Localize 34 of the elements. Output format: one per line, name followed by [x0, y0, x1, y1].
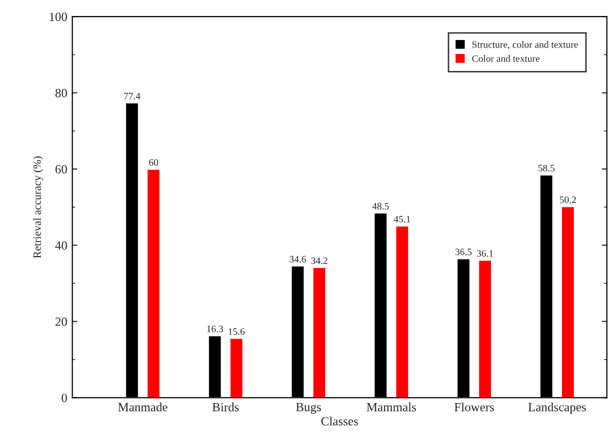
y-tick-label: 80 [55, 88, 67, 98]
bar [560, 206, 576, 398]
y-tick-label: 60 [56, 165, 67, 174]
y-tick-label: 100 [50, 12, 67, 22]
bar [394, 225, 410, 398]
legend-label: Structure, color and texture [472, 41, 578, 50]
y-tick-label: 20 [56, 317, 67, 326]
data-label: 16.3 [207, 326, 224, 332]
x-tick-label: Birds [212, 402, 239, 412]
x-tick-label: Mammals [366, 402, 416, 412]
data-label: 45.1 [394, 216, 410, 222]
x-tick-label: Landscapes [528, 402, 586, 414]
data-label: 48.5 [372, 202, 389, 210]
data-label: 34.6 [290, 256, 306, 262]
data-label: 58.5 [538, 164, 554, 172]
x-tick-label: Flowers [454, 402, 494, 412]
bar [312, 266, 327, 398]
bar [478, 259, 492, 398]
data-label: 34.2 [311, 257, 328, 264]
data-label: 15.6 [228, 328, 245, 335]
data-label: 60 [149, 159, 158, 166]
y-tick-label: 40 [55, 241, 67, 250]
y-tick-label: 0 [62, 394, 67, 402]
data-label: 36.5 [455, 248, 472, 256]
bar [146, 168, 161, 398]
x-tick-label: Manmade [118, 402, 168, 412]
y-axis-title: Retrieval accuracy (%) [33, 156, 44, 258]
x-tick-label: Bugs [296, 402, 321, 414]
data-label: 50.2 [560, 196, 576, 204]
bar [229, 338, 244, 398]
legend-label: Color and texture [472, 55, 540, 62]
data-label: 36.1 [477, 250, 493, 257]
data-label: 77.4 [124, 92, 140, 100]
x-axis-title: Classes [321, 416, 358, 426]
